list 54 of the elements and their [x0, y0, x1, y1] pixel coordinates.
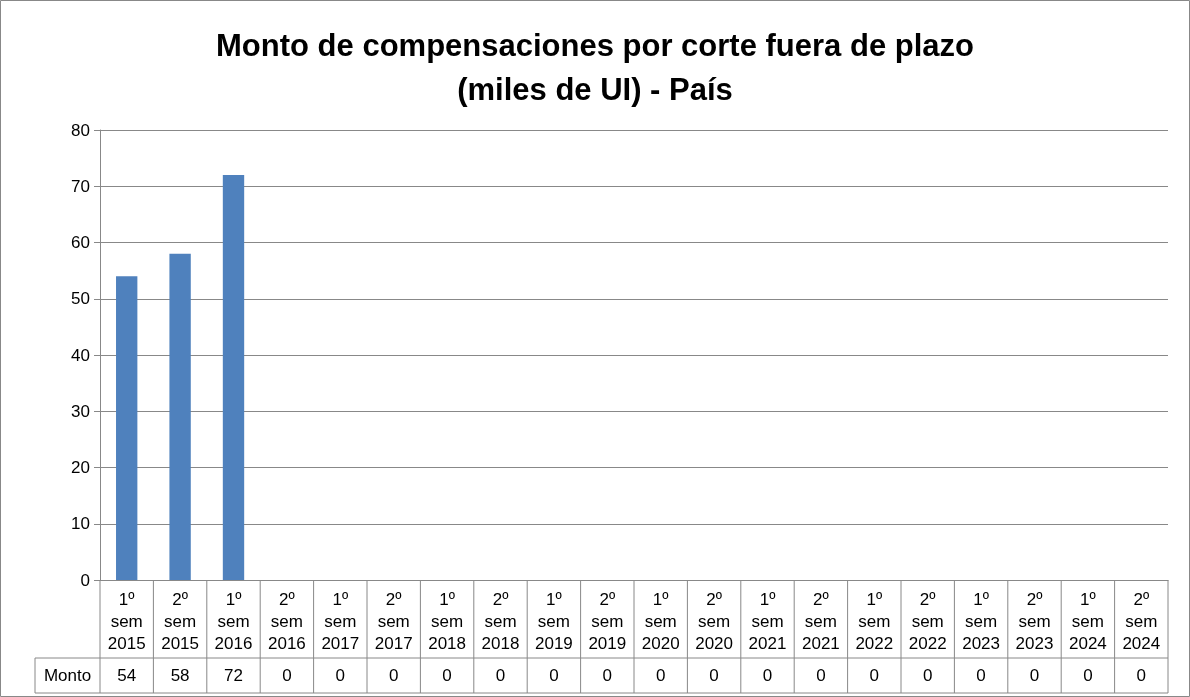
data-label: 54 — [117, 666, 137, 685]
data-label: 0 — [442, 666, 452, 685]
y-tick-label: 10 — [71, 514, 90, 534]
data-label: 0 — [816, 666, 826, 685]
y-tick-label: 70 — [71, 176, 90, 196]
data-label: 0 — [335, 666, 346, 685]
data-label: 0 — [602, 666, 613, 685]
data-label: 0 — [549, 666, 559, 685]
bar — [169, 253, 191, 580]
data-label: 72 — [224, 666, 243, 685]
y-tick-label: 60 — [71, 233, 90, 252]
data-label: 58 — [170, 666, 190, 685]
x-tick-label: 2º sem 2023 — [1015, 589, 1054, 653]
data-label: 0 — [976, 666, 986, 685]
x-tick-label: 1º sem 2020 — [641, 589, 680, 653]
x-tick-label: 2º sem 2018 — [481, 589, 520, 653]
x-tick-label: 1º sem 2016 — [214, 589, 253, 653]
chart-title: Monto de compensaciones por corte fuera de plazo (miles de UI) - País — [216, 27, 974, 107]
data-label: 0 — [388, 666, 399, 685]
data-label: 0 — [762, 666, 773, 685]
bar — [222, 175, 245, 580]
x-tick-label: 1º sem 2019 — [534, 589, 573, 653]
x-tick-label: 1º sem 2022 — [855, 589, 894, 653]
bar — [116, 276, 138, 580]
x-tick-label: 2º sem 2019 — [588, 589, 627, 653]
y-tick-label: 80 — [71, 120, 90, 140]
x-tick-label: 1º sem 2024 — [1068, 589, 1107, 653]
x-tick-label: 2º sem 2016 — [267, 589, 306, 653]
x-tick-label: 2º sem 2015 — [161, 589, 200, 653]
y-tick-label: 50 — [71, 289, 90, 309]
data-label: 0 — [655, 666, 666, 685]
x-tick-label: 1º sem 2015 — [107, 589, 146, 653]
y-tick-label: 40 — [71, 345, 90, 365]
x-tick-label: 1º sem 2018 — [428, 589, 467, 653]
data-label: 0 — [869, 666, 880, 685]
y-tick-label: 30 — [71, 401, 90, 421]
text: Monto — [43, 666, 92, 685]
data-label: 0 — [1029, 666, 1040, 685]
x-tick-label: 2º sem 2021 — [801, 589, 840, 653]
x-tick-label: 2º sem 2024 — [1122, 589, 1161, 653]
x-tick-label: 2º sem 2022 — [908, 589, 947, 653]
x-tick-label: 2º sem 2017 — [374, 589, 413, 653]
data-label: 0 — [282, 666, 292, 685]
data-label: 0 — [1136, 666, 1147, 685]
data-label: 0 — [922, 666, 933, 685]
y-tick-label: 0 — [80, 570, 90, 590]
data-label: 0 — [495, 666, 506, 685]
x-tick-label: 1º sem 2017 — [321, 589, 360, 653]
x-tick-label: 1º sem 2021 — [748, 589, 787, 653]
y-tick-label: 20 — [71, 458, 90, 477]
x-tick-label: 2º sem 2020 — [695, 589, 734, 653]
data-label: 0 — [709, 666, 719, 685]
x-tick-label: 1º sem 2023 — [962, 589, 1001, 653]
data-label: 0 — [1083, 666, 1093, 685]
